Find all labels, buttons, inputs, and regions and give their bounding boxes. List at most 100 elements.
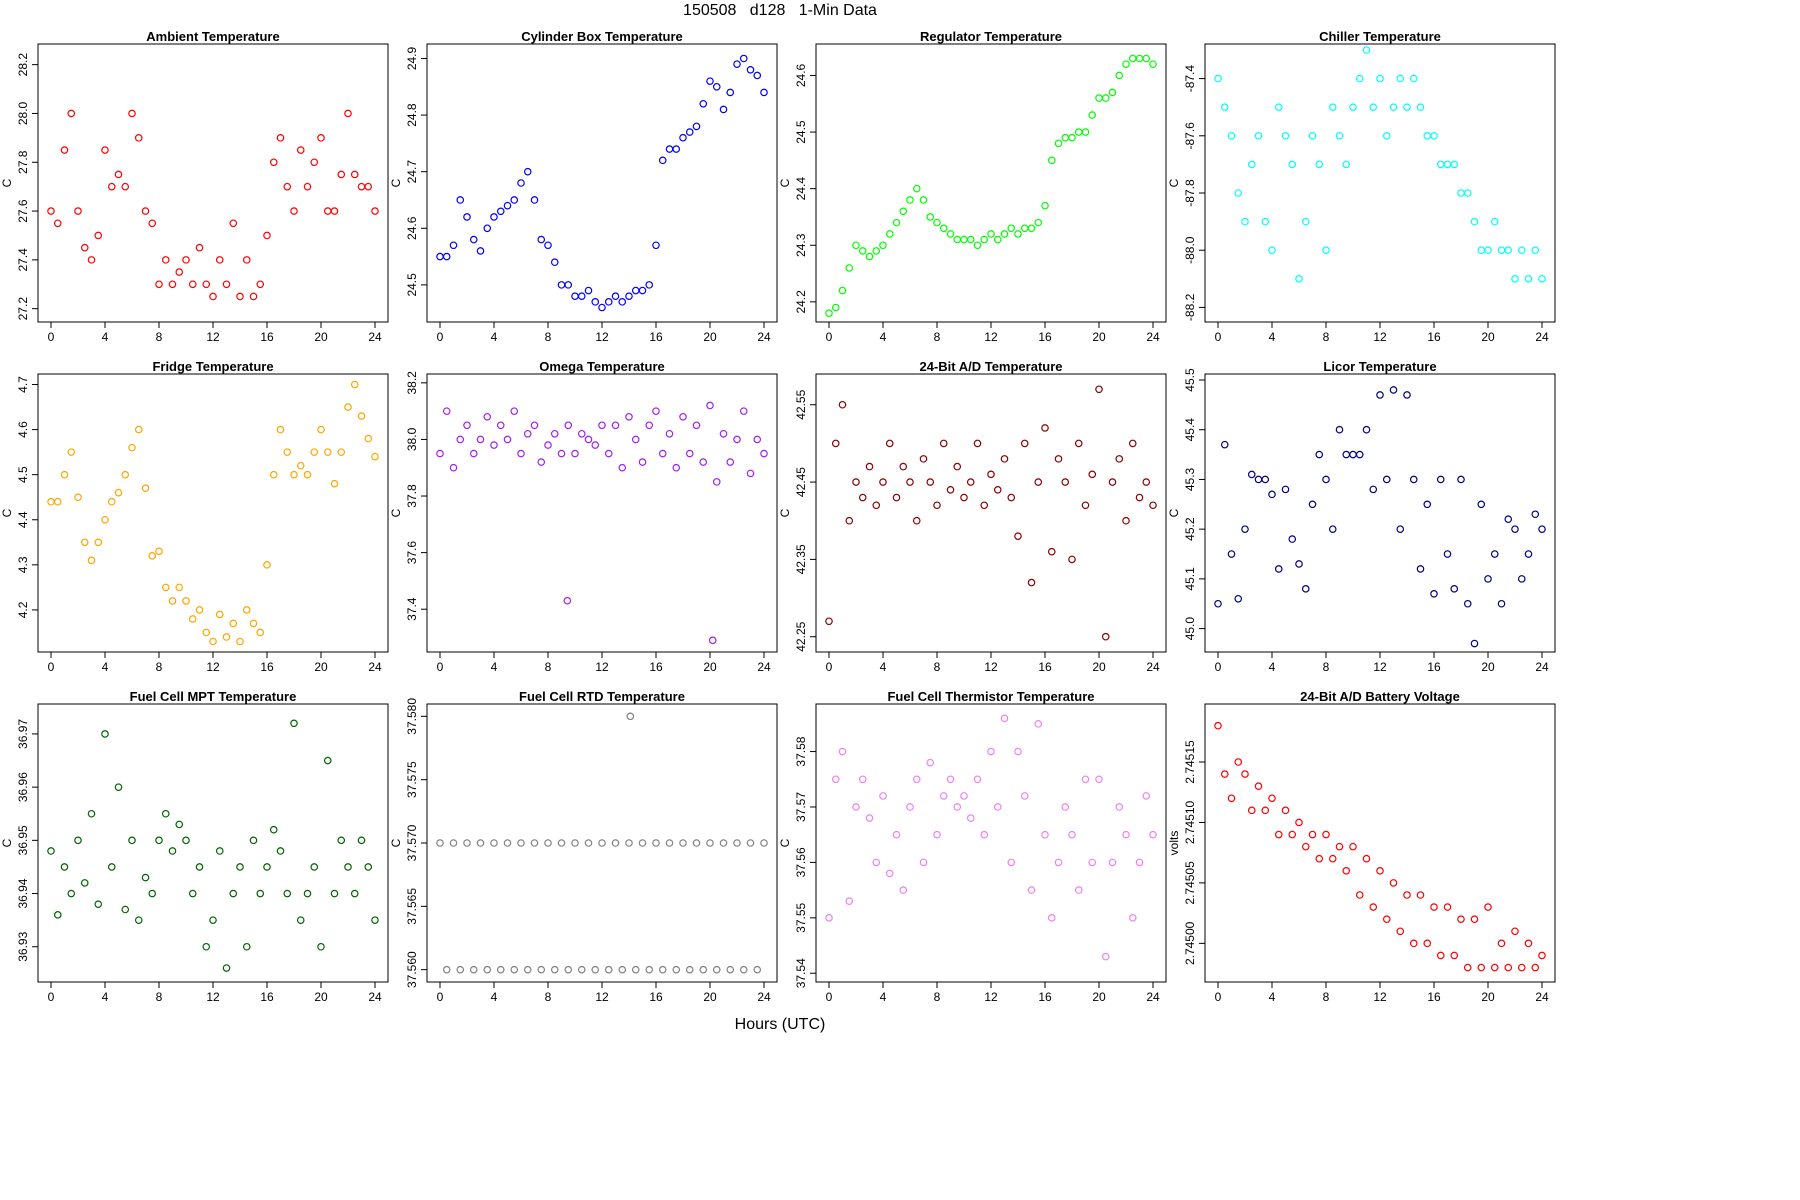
- data-point: [645, 281, 654, 289]
- data-point: [303, 470, 312, 479]
- data-point: [263, 561, 271, 569]
- data-point: [906, 478, 914, 486]
- data-point: [831, 303, 840, 312]
- data-point: [134, 425, 143, 434]
- x-tick-label: 4: [880, 330, 887, 344]
- y-tick-label: -87.6: [1183, 122, 1197, 150]
- data-point: [337, 170, 346, 179]
- plot-frame: [426, 703, 778, 983]
- data-point: [476, 247, 485, 255]
- data-point: [872, 501, 881, 510]
- y-axis-label: C: [778, 838, 792, 847]
- data-point: [490, 839, 498, 847]
- data-point: [1274, 565, 1283, 573]
- chart-panel: Licor Temperature C 0 4 8 12 16 20 24 45.0 45.1 45.…: [1167, 359, 1556, 674]
- data-point: [276, 134, 285, 142]
- data-point: [692, 839, 701, 847]
- data-point: [449, 839, 458, 847]
- data-point: [1234, 189, 1243, 197]
- data-point: [114, 488, 123, 497]
- y-tick-label: 37.570: [405, 824, 419, 861]
- data-point: [885, 439, 894, 448]
- y-tick-label: 4.2: [16, 601, 30, 618]
- data-point: [1369, 103, 1378, 112]
- plot-frame: [426, 373, 778, 653]
- data-point: [825, 617, 833, 626]
- data-point: [679, 412, 687, 421]
- y-axis-label: C: [389, 838, 403, 847]
- x-tick-label: 20: [314, 990, 328, 1004]
- data-point: [733, 839, 741, 847]
- y-axis-label: C: [778, 178, 792, 187]
- data-point: [557, 281, 566, 289]
- data-point: [550, 429, 559, 438]
- data-point: [209, 637, 217, 646]
- data-point: [858, 775, 867, 784]
- y-tick-label: -87.4: [1183, 65, 1197, 93]
- data-point: [564, 281, 573, 289]
- x-tick-label: 8: [1323, 660, 1330, 674]
- data-point: [685, 128, 694, 136]
- data-point: [912, 516, 921, 525]
- data-point: [652, 407, 660, 415]
- data-point: [1538, 275, 1546, 283]
- data-point: [598, 839, 606, 847]
- x-tick-label: 4: [1269, 990, 1276, 1004]
- data-point: [1396, 525, 1405, 533]
- data-point: [1268, 246, 1276, 255]
- data-point: [1328, 525, 1337, 533]
- data-point: [912, 184, 921, 193]
- data-point: [598, 421, 606, 430]
- data-point: [202, 628, 211, 637]
- y-tick-label: 37.54: [794, 958, 808, 988]
- y-tick-label: 37.4: [405, 597, 419, 621]
- data-point: [1288, 535, 1297, 543]
- data-point: [1254, 475, 1263, 484]
- data-point: [872, 247, 881, 255]
- data-point: [195, 863, 204, 871]
- data-point: [1443, 903, 1452, 911]
- data-point: [692, 122, 701, 131]
- plot-frame: [37, 43, 389, 323]
- x-tick-label: 12: [595, 990, 609, 1004]
- data-point: [496, 421, 505, 430]
- y-tick-label: 2.74510: [1183, 800, 1197, 844]
- data-point: [510, 965, 519, 974]
- data-point: [249, 292, 258, 301]
- data-point: [658, 156, 667, 165]
- data-point: [175, 583, 184, 592]
- data-point: [496, 965, 505, 974]
- data-point: [188, 889, 197, 898]
- data-point: [1020, 224, 1029, 233]
- x-tick-label: 20: [314, 330, 328, 344]
- data-point: [222, 280, 231, 289]
- data-point: [87, 256, 96, 264]
- data-point: [1349, 842, 1357, 851]
- data-point: [1135, 493, 1144, 502]
- data-point: [1457, 189, 1465, 197]
- data-point: [625, 412, 633, 421]
- y-tick-label: 37.55: [794, 902, 808, 932]
- data-point: [611, 292, 620, 300]
- data-point: [879, 792, 887, 800]
- data-point: [892, 493, 901, 502]
- x-tick-label: 16: [1038, 660, 1052, 674]
- data-point: [571, 292, 579, 300]
- data-point: [74, 493, 82, 502]
- y-tick-label: 2.74515: [1183, 740, 1197, 784]
- data-point: [1463, 189, 1472, 197]
- panel-title: Fuel Cell RTD Temperature: [519, 689, 685, 704]
- y-tick-label: 24.5: [794, 120, 808, 144]
- data-point: [1477, 963, 1486, 972]
- chart-panel: Chiller Temperature C 0 4 8 12 16 20 24 -88.2 -88.…: [1167, 29, 1556, 344]
- data-point: [712, 478, 721, 486]
- y-tick-label: 4.5: [16, 466, 30, 483]
- chart-panel: Fridge Temperature C 0 4 8 12 16 20 24 4.2 4.3 4.4 4…: [0, 359, 389, 674]
- data-point: [449, 463, 458, 472]
- data-point: [1020, 439, 1029, 448]
- data-point: [67, 889, 76, 898]
- y-axis-label: C: [1167, 178, 1181, 187]
- data-point: [1436, 160, 1445, 169]
- y-tick-label: 36.95: [16, 825, 30, 855]
- data-point: [1315, 160, 1324, 169]
